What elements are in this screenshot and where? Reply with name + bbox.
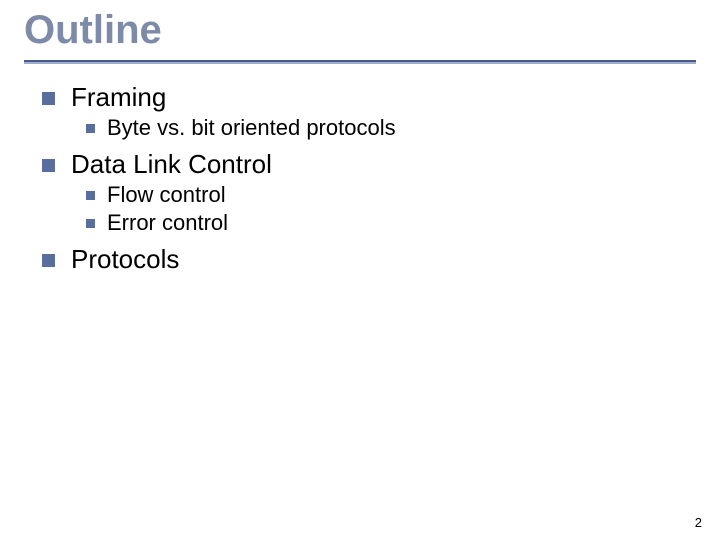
outline-content: Framing Byte vs. bit oriented protocols … <box>42 82 682 277</box>
page-number: 2 <box>695 515 702 530</box>
list-item-label: Protocols <box>71 244 179 275</box>
list-item: Data Link Control <box>42 149 682 180</box>
square-bullet-icon <box>42 159 55 172</box>
list-subitem-label: Flow control <box>107 182 226 208</box>
square-bullet-icon <box>86 124 95 133</box>
square-bullet-icon <box>86 191 95 200</box>
list-item-label: Data Link Control <box>71 149 272 180</box>
list-item-label: Framing <box>71 82 166 113</box>
title-underline <box>24 60 696 64</box>
slide-title-text: Outline <box>24 8 162 52</box>
square-bullet-icon <box>86 219 95 228</box>
list-subitem: Byte vs. bit oriented protocols <box>86 115 682 141</box>
list-item: Protocols <box>42 244 682 275</box>
list-subitem-label: Byte vs. bit oriented protocols <box>107 115 396 141</box>
slide: Outline Framing Byte vs. bit oriented pr… <box>0 0 720 540</box>
square-bullet-icon <box>42 92 55 105</box>
list-item: Framing <box>42 82 682 113</box>
slide-title: Outline <box>24 8 162 53</box>
list-subitem: Flow control <box>86 182 682 208</box>
list-subitem-label: Error control <box>107 210 228 236</box>
list-subitem: Error control <box>86 210 682 236</box>
square-bullet-icon <box>42 254 55 267</box>
